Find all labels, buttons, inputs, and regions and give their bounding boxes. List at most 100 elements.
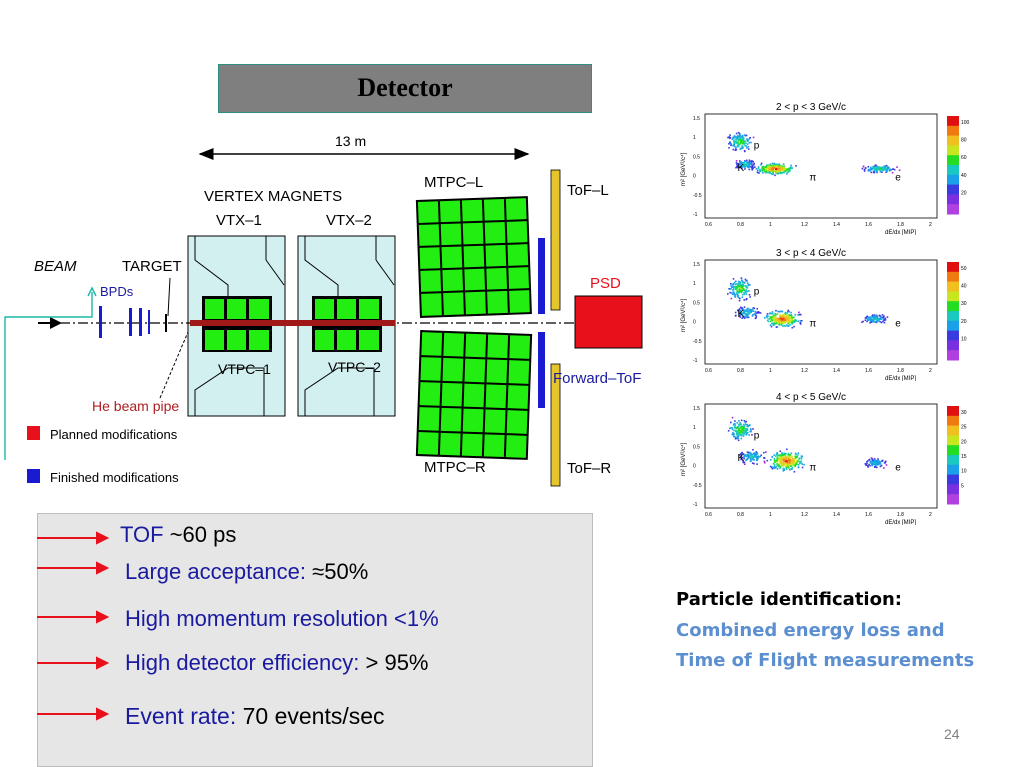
scatter-point [740, 423, 743, 425]
scatter-point [798, 311, 800, 314]
scatter-point [734, 296, 737, 298]
scatter-point [743, 315, 746, 318]
scatter-point [740, 458, 742, 461]
scatter-point [785, 464, 788, 467]
bullet-event-rate-label: Event rate: [125, 703, 237, 729]
scatter-point [880, 464, 883, 467]
scatter-point [773, 463, 776, 466]
scatter-point [797, 452, 800, 455]
scatter-point [775, 165, 777, 167]
scatter-point [783, 316, 785, 318]
scatter-point [782, 319, 784, 322]
scatter-point [789, 453, 792, 456]
scatter-point [782, 167, 785, 170]
scatter-point [770, 170, 773, 172]
scatter-point [759, 312, 762, 314]
scatter-point [741, 165, 744, 168]
scatter-point [754, 310, 757, 313]
scatter-point [781, 172, 783, 174]
scatter-point [876, 316, 878, 319]
scatter-point [734, 436, 737, 438]
x-tick-label: 0.8 [737, 512, 744, 518]
scatter-point [746, 458, 749, 460]
scatter-point [793, 316, 795, 319]
scatter-point [747, 309, 750, 312]
scatter-point [781, 318, 784, 321]
scatter-point [746, 423, 749, 426]
scatter-point [779, 456, 782, 458]
scatter-point [745, 289, 748, 291]
scatter-point [887, 166, 889, 169]
scatter-point [867, 165, 870, 168]
scatter-point [765, 315, 768, 317]
scatter-point [881, 459, 884, 462]
scatter-point [747, 161, 749, 163]
scatter-point [737, 435, 740, 438]
bullet-efficiency-value: > 95% [359, 650, 429, 675]
scatter-point [769, 163, 772, 166]
scatter-point [737, 433, 739, 436]
scatter-point [741, 280, 744, 283]
scatter-point [870, 462, 872, 464]
y-tick-label: -0.5 [693, 193, 702, 199]
scatter-point [769, 172, 771, 174]
x-tick-label: 0.8 [737, 222, 744, 228]
scatter-point [773, 467, 776, 469]
scatter-point [768, 312, 771, 315]
scatter-point [780, 456, 783, 459]
y-tick-label: 0.5 [693, 154, 700, 160]
scatter-point [749, 424, 751, 426]
color-scale-band [947, 340, 959, 351]
x-tick-label: 2 [929, 222, 932, 228]
scatter-point [766, 168, 768, 171]
target-pointer [167, 277, 171, 317]
scatter-point [751, 462, 754, 464]
scatter-point [793, 470, 796, 473]
scatter-point [738, 160, 741, 162]
scatter-point [771, 467, 774, 470]
scatter-point [764, 166, 767, 168]
psd-block [574, 295, 643, 349]
scatter-point [790, 465, 793, 467]
scatter-point [741, 287, 744, 290]
scatter-point [776, 163, 778, 166]
scatter-point [769, 465, 772, 468]
scatter-point [790, 322, 793, 324]
scatter-point [877, 461, 879, 464]
scatter-point [766, 171, 769, 174]
scatter-point [864, 319, 867, 321]
scatter-point [782, 163, 785, 165]
scatter-point [756, 171, 759, 174]
scatter-point [787, 319, 790, 321]
scatter-point [760, 162, 763, 165]
scatter-point [775, 453, 778, 456]
scatter-point [780, 321, 783, 323]
x-tick-label: 1.4 [833, 512, 840, 518]
scatter-point [775, 466, 777, 469]
color-scale-band [947, 474, 959, 485]
scatter-point [775, 459, 778, 461]
color-scale-label: 40 [961, 284, 967, 290]
scatter-point [875, 462, 878, 465]
scatter-point [763, 461, 766, 464]
scatter-point [875, 164, 877, 166]
scatter-point [871, 317, 873, 320]
scatter-point [871, 319, 874, 322]
scatter-point [776, 461, 779, 463]
tof-l-wall [550, 169, 561, 311]
scatter-point [744, 429, 747, 432]
scatter-point [754, 312, 756, 315]
y-tick-label: -0.5 [693, 339, 702, 345]
scatter-point [796, 455, 799, 458]
scatter-point [740, 145, 743, 148]
color-scale-label: 10 [961, 469, 967, 475]
scatter-point [786, 448, 788, 451]
scatter-point [757, 311, 760, 313]
scatter-point [779, 318, 782, 321]
color-scale-band [947, 494, 959, 505]
scatter-point [742, 453, 745, 455]
scatter-point [743, 166, 746, 168]
scatter-point [793, 459, 795, 461]
scatter-point [778, 164, 781, 167]
scatter-point [769, 320, 772, 323]
